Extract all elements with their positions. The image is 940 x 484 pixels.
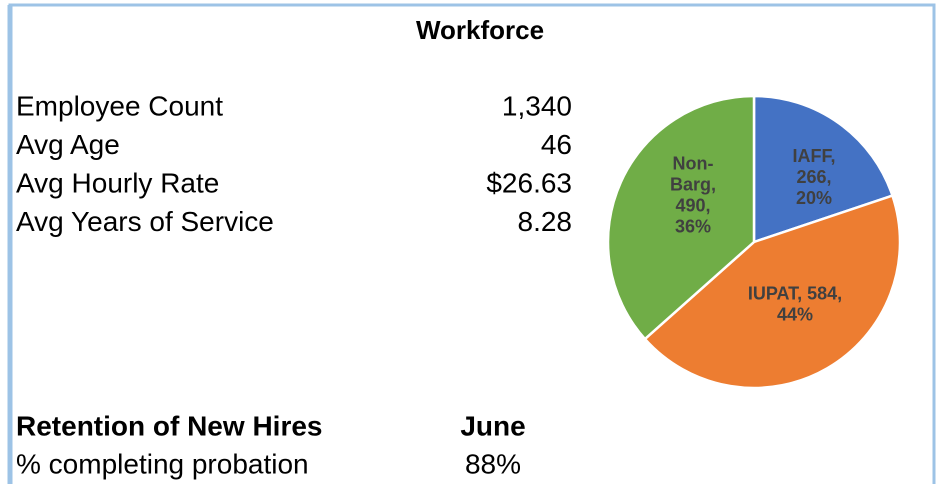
pie-slice	[643, 193, 902, 390]
metric-value: 46	[541, 129, 572, 160]
slice-label: 44%	[777, 304, 813, 324]
slice-label: IAFF,	[793, 146, 836, 166]
slice-label: 266,	[796, 167, 831, 187]
metric-value: 1,340	[502, 90, 572, 121]
slice-label: 20%	[796, 188, 832, 208]
slice-label: Non-	[673, 153, 714, 173]
pie-slice	[606, 94, 756, 341]
metric-label: Avg Years of Service	[16, 206, 274, 237]
slice-label: Barg,	[670, 174, 716, 194]
slice-label: 36%	[675, 216, 711, 236]
slice-label: 490,	[675, 195, 710, 215]
retention-label: % completing probation	[16, 448, 309, 479]
retention-title: Retention of New Hires	[16, 410, 322, 441]
metric-label: Avg Age	[16, 129, 120, 160]
retention-period: June	[460, 410, 525, 441]
pie-slice	[752, 94, 895, 244]
title: Workforce	[416, 15, 544, 45]
metric-label: Avg Hourly Rate	[16, 167, 219, 198]
retention-value: 88%	[465, 448, 521, 479]
metric-value: 8.28	[518, 206, 573, 237]
slice-label: IUPAT, 584,	[748, 283, 842, 303]
metric-value: $26.63	[486, 167, 572, 198]
metric-label: Employee Count	[16, 90, 223, 121]
